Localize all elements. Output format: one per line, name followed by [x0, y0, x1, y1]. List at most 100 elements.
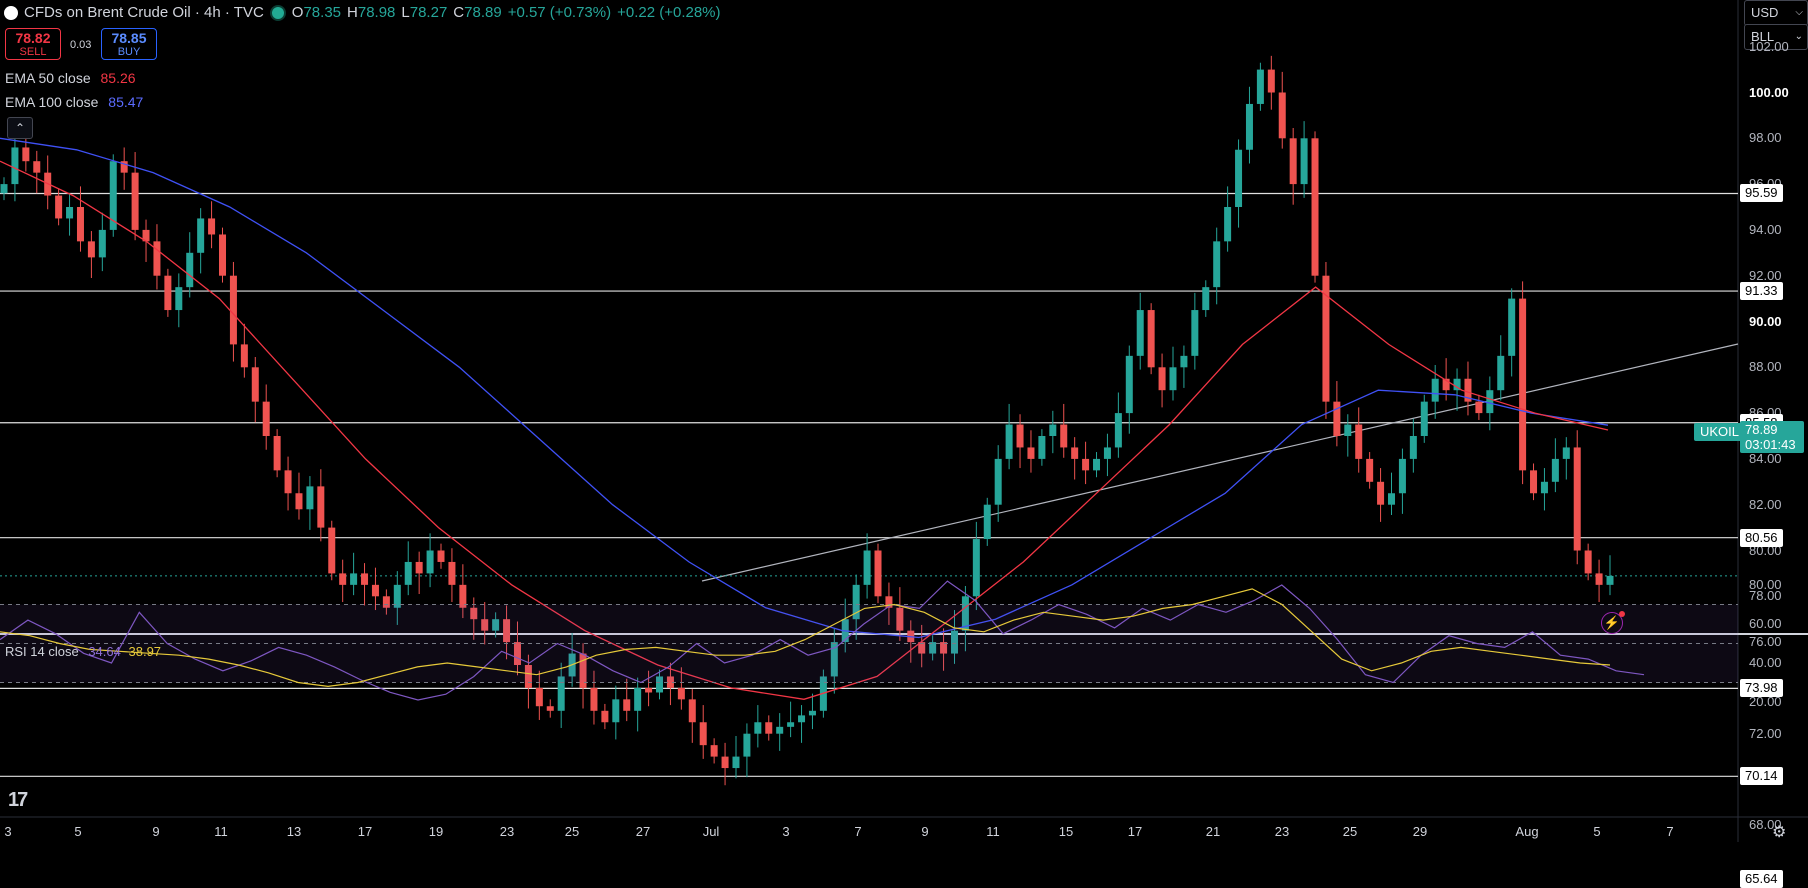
time-axis-label: 27 — [635, 824, 651, 839]
candle-body — [470, 607, 478, 620]
ema50-line — [0, 160, 1609, 700]
candle-body — [1464, 378, 1472, 402]
rsi-ma-value: 38.97 — [128, 644, 162, 659]
level-price-label[interactable]: 73.98 — [1740, 679, 1783, 698]
sell-button[interactable]: 78.82 SELL — [5, 28, 61, 60]
candle-body — [1038, 436, 1046, 459]
time-axis-label: 15 — [1058, 824, 1074, 839]
level-price-label[interactable]: 80.56 — [1740, 528, 1783, 547]
buy-button[interactable]: 78.85 BUY — [101, 28, 157, 60]
time-axis-label: 7 — [854, 824, 862, 839]
unit-select[interactable]: BLL ⌄ — [1744, 24, 1808, 50]
level-price-label[interactable]: 95.59 — [1740, 184, 1783, 203]
candle-body — [1103, 447, 1111, 459]
candle-body — [699, 722, 707, 746]
candle-body — [197, 218, 205, 253]
chart-canvas[interactable] — [0, 0, 1808, 842]
candle-body — [284, 470, 292, 494]
candle-body — [557, 676, 565, 711]
ohlc-close: C78.89 — [453, 4, 502, 21]
candle-body — [1344, 424, 1352, 436]
candle-body — [492, 619, 500, 631]
candle-body — [371, 584, 379, 597]
tradingview-logo[interactable]: 17 — [8, 789, 28, 811]
candle-body — [1442, 378, 1450, 391]
rsi-line — [0, 580, 1645, 701]
price-tick-label: 76.00 — [1749, 634, 1782, 650]
candle-body — [1224, 207, 1232, 242]
candle-body — [503, 619, 511, 643]
candle-body — [240, 344, 248, 368]
gear-icon[interactable]: ⚙ — [1772, 824, 1787, 841]
candle-body — [186, 252, 194, 288]
candle-body — [1245, 103, 1253, 150]
candle-body — [1551, 458, 1559, 482]
candle-body — [830, 642, 838, 677]
brent-oil-icon — [4, 5, 18, 20]
candle-body — [1256, 69, 1264, 104]
candle-body — [1606, 575, 1614, 585]
candle-body — [142, 229, 150, 242]
candle-body — [656, 676, 664, 693]
candle-body — [131, 172, 139, 230]
ohlc-open: O78.35 — [291, 4, 342, 21]
chevron-up-icon[interactable]: ⌃ — [7, 117, 33, 139]
candle-body — [295, 493, 303, 510]
currency-select[interactable]: USD ⌵ — [1744, 0, 1808, 26]
candle-body — [983, 504, 991, 540]
rsi-tick-label: 40.00 — [1749, 655, 1782, 670]
ema100-legend[interactable]: EMA 100 close 85.47 — [5, 94, 143, 110]
rsi-tick-label: 20.00 — [1749, 694, 1782, 709]
candle-body — [1267, 69, 1275, 93]
candle-body — [66, 207, 74, 219]
candle-body — [765, 722, 773, 734]
level-price-label[interactable]: 70.14 — [1740, 767, 1783, 786]
time-axis-label: 25 — [564, 824, 580, 839]
candle-body — [721, 756, 729, 769]
candle-body — [1213, 241, 1221, 288]
candle-body — [874, 550, 882, 597]
lightning-icon[interactable]: ⚡ — [1601, 611, 1625, 634]
time-axis-label: 9 — [152, 824, 160, 839]
candle-body — [404, 561, 412, 585]
bar-countdown: 03:01:43 — [1745, 437, 1796, 452]
rsi-legend[interactable]: RSI 14 close 34.64 38.97 — [5, 644, 161, 659]
time-axis-label: 23 — [1274, 824, 1290, 839]
candle-body — [732, 756, 740, 769]
symbol-title[interactable]: CFDs on Brent Crude Oil · 4h · TVC — [24, 4, 264, 21]
candle-body — [1071, 447, 1079, 459]
candle-body — [208, 218, 216, 235]
candle-body — [972, 539, 980, 597]
candle-body — [1191, 310, 1199, 356]
candle-body — [1093, 458, 1101, 471]
sell-label: SELL — [19, 46, 47, 58]
time-axis-label: 17 — [357, 824, 373, 839]
candle-body — [1508, 298, 1516, 356]
level-price-label[interactable]: 91.33 — [1740, 282, 1783, 301]
time-axis-label: 13 — [286, 824, 302, 839]
candle-body — [481, 619, 489, 631]
candle-body — [1595, 573, 1603, 585]
time-axis-label: Jul — [702, 824, 720, 839]
candle-body — [1147, 310, 1155, 368]
candle-body — [1584, 550, 1592, 574]
time-axis-label: 11 — [214, 824, 228, 839]
level-price-label[interactable]: 65.64 — [1740, 870, 1783, 888]
time-axis-label: 3 — [782, 824, 790, 839]
candle-body — [219, 234, 227, 276]
candle-body — [98, 229, 106, 258]
rsi-ma-line — [0, 588, 1611, 688]
candle-body — [524, 665, 532, 688]
time-axis-label: 29 — [1412, 824, 1428, 839]
candle-body — [175, 287, 183, 311]
candle-body — [677, 687, 685, 700]
candle-body — [415, 561, 423, 574]
candle-body — [1125, 355, 1133, 414]
time-axis-label: 5 — [74, 824, 82, 839]
ema50-legend[interactable]: EMA 50 close 85.26 — [5, 70, 136, 86]
candle-body — [328, 527, 336, 574]
rsi-tick-label: 80.00 — [1749, 577, 1782, 592]
price-tick-label: 72.00 — [1749, 725, 1782, 741]
chevron-down-icon: ⌄ — [1794, 31, 1803, 42]
candle-body — [1355, 424, 1363, 459]
